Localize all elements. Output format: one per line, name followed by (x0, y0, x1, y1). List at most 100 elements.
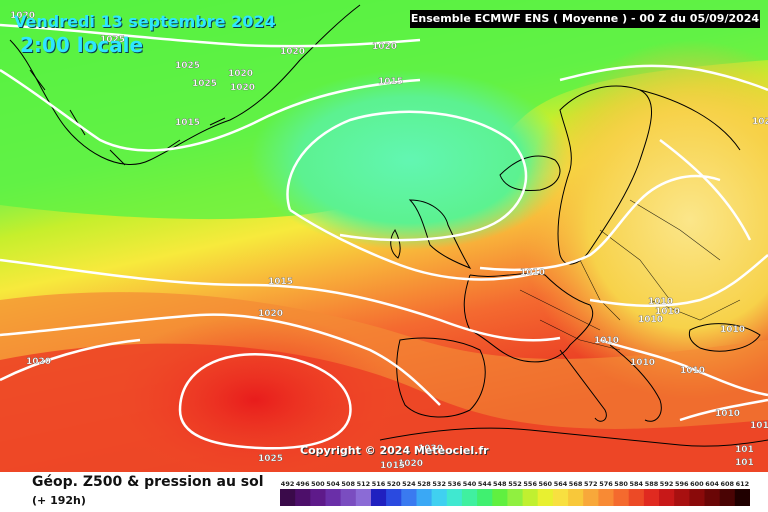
pressure-label: 1025 (100, 35, 125, 45)
pressure-label: 1010 (520, 268, 545, 278)
weather-map: 1020 1025 1020 1020 1025 1025 1020 1015 … (0, 0, 768, 472)
legend-value: 608 (721, 480, 735, 488)
field-atlantic-high (105, 315, 405, 472)
legend-value: 540 (463, 480, 477, 488)
isobar-1010-south-east (679, 398, 768, 422)
field-east-ridge (520, 40, 768, 400)
legend-swatch (704, 489, 721, 506)
pressure-label: 1020 (10, 11, 35, 21)
legend-swatch (613, 489, 630, 506)
pressure-label: 1020 (230, 83, 255, 93)
legend-swatch (280, 489, 296, 506)
legend-swatch (477, 489, 493, 506)
legend-value: 508 (341, 480, 355, 488)
isobar-1025-high (178, 353, 352, 450)
isobar-1010 (479, 174, 721, 272)
isobar-1010-balkan (599, 338, 768, 397)
isobar-east-ridge (559, 64, 768, 92)
legend-swatch (310, 489, 326, 506)
legend-swatch (461, 489, 478, 506)
legend-value: 564 (554, 480, 568, 488)
coastlines (9, 4, 768, 447)
legend-value: 596 (675, 480, 689, 488)
legend-swatch (522, 489, 539, 506)
pressure-label: 1025 (258, 454, 283, 464)
legend-value: 500 (311, 480, 325, 488)
pressure-label: 1010 (648, 297, 673, 307)
forecast-date: Vendredi 13 septembre 2024 (14, 12, 276, 31)
pressure-label: 1020 (26, 357, 51, 367)
legend-value: 576 (599, 480, 613, 488)
legend-swatch (431, 489, 448, 506)
legend-swatch (340, 489, 357, 506)
legend-value: 584 (630, 480, 644, 488)
model-banner: Ensemble ECMWF ENS ( Moyenne ) - 00 Z du… (410, 10, 760, 28)
pressure-label: 1015 (268, 277, 293, 287)
isobar-1020-south (0, 338, 141, 382)
pressure-label: 1010 (594, 336, 619, 346)
legend-swatch (537, 489, 554, 506)
legend-swatch (598, 489, 615, 506)
pressure-label: 102 (752, 117, 768, 127)
legend-value: 552 (508, 480, 522, 488)
legend-swatch (507, 489, 524, 506)
legend-swatch (416, 489, 433, 506)
pressure-label: 1010 (630, 358, 655, 368)
footer-subtitle: (+ 192h) (32, 494, 86, 507)
pressure-label: 1020 (258, 309, 283, 319)
legend-value: 524 (402, 480, 416, 488)
legend-value: 544 (478, 480, 492, 488)
isobars (0, 23, 768, 450)
pressure-label: 1020 (398, 459, 423, 469)
legend-value: 536 (448, 480, 462, 488)
pressure-label: 1025 (192, 79, 217, 89)
pressure-label: 1010 (720, 325, 745, 335)
pressure-label: 101 (735, 445, 754, 455)
legend-swatch (583, 489, 599, 506)
pressure-label: 1020 (372, 42, 397, 52)
legend-value: 572 (584, 480, 598, 488)
legend-value: 604 (705, 480, 719, 488)
legend-swatch (446, 489, 463, 506)
legend-value: 580 (614, 480, 628, 488)
legend-swatch (674, 489, 690, 506)
legend-value: 588 (645, 480, 659, 488)
legend-value: 556 (523, 480, 537, 488)
pressure-label: 1015 (175, 118, 200, 128)
legend-swatch (689, 489, 706, 506)
pressure-label: 101 (735, 458, 754, 468)
field-teal-low (250, 70, 570, 250)
color-legend: 492 496 500 504 508 512 516 520 524 528 532 536 540 5… (280, 480, 750, 506)
pressure-label: 1010 (638, 315, 663, 325)
legend-value: 532 (432, 480, 446, 488)
legend-swatch (355, 489, 372, 506)
pressure-label: 1025 (175, 61, 200, 71)
legend-swatch (628, 489, 645, 506)
pressure-label: 1020 (228, 69, 253, 79)
pressure-label: 1020 (280, 47, 305, 57)
isobar-1010-east (589, 254, 768, 307)
legend-value: 520 (387, 480, 401, 488)
legend-swatch (659, 489, 675, 506)
legend-swatch (734, 489, 750, 506)
pressure-label: 1010 (750, 421, 768, 431)
pressure-label: 1010 (715, 409, 740, 419)
legend-value: 528 (417, 480, 431, 488)
legend-swatch (719, 489, 736, 506)
isobar-1020-mid (0, 313, 441, 406)
pressure-label: 1015 (380, 461, 405, 471)
legend-swatch (325, 489, 342, 506)
pressure-label: 1010 (680, 366, 705, 376)
isobar-1020-north (0, 23, 421, 48)
legend-swatch (552, 489, 569, 506)
pressure-labels: 1020 1025 1020 1020 1025 1025 1020 1015 … (10, 11, 768, 471)
pressure-label: 1030 (418, 444, 443, 454)
borders (519, 199, 741, 351)
pressure-label: 1010 (655, 307, 680, 317)
legend-value: 516 (372, 480, 386, 488)
legend-swatch (295, 489, 311, 506)
pressure-label: 1015 (378, 77, 403, 87)
isobar-1015-low (286, 110, 528, 242)
copyright-text: Copyright © 2024 Meteociel.fr (300, 444, 489, 457)
